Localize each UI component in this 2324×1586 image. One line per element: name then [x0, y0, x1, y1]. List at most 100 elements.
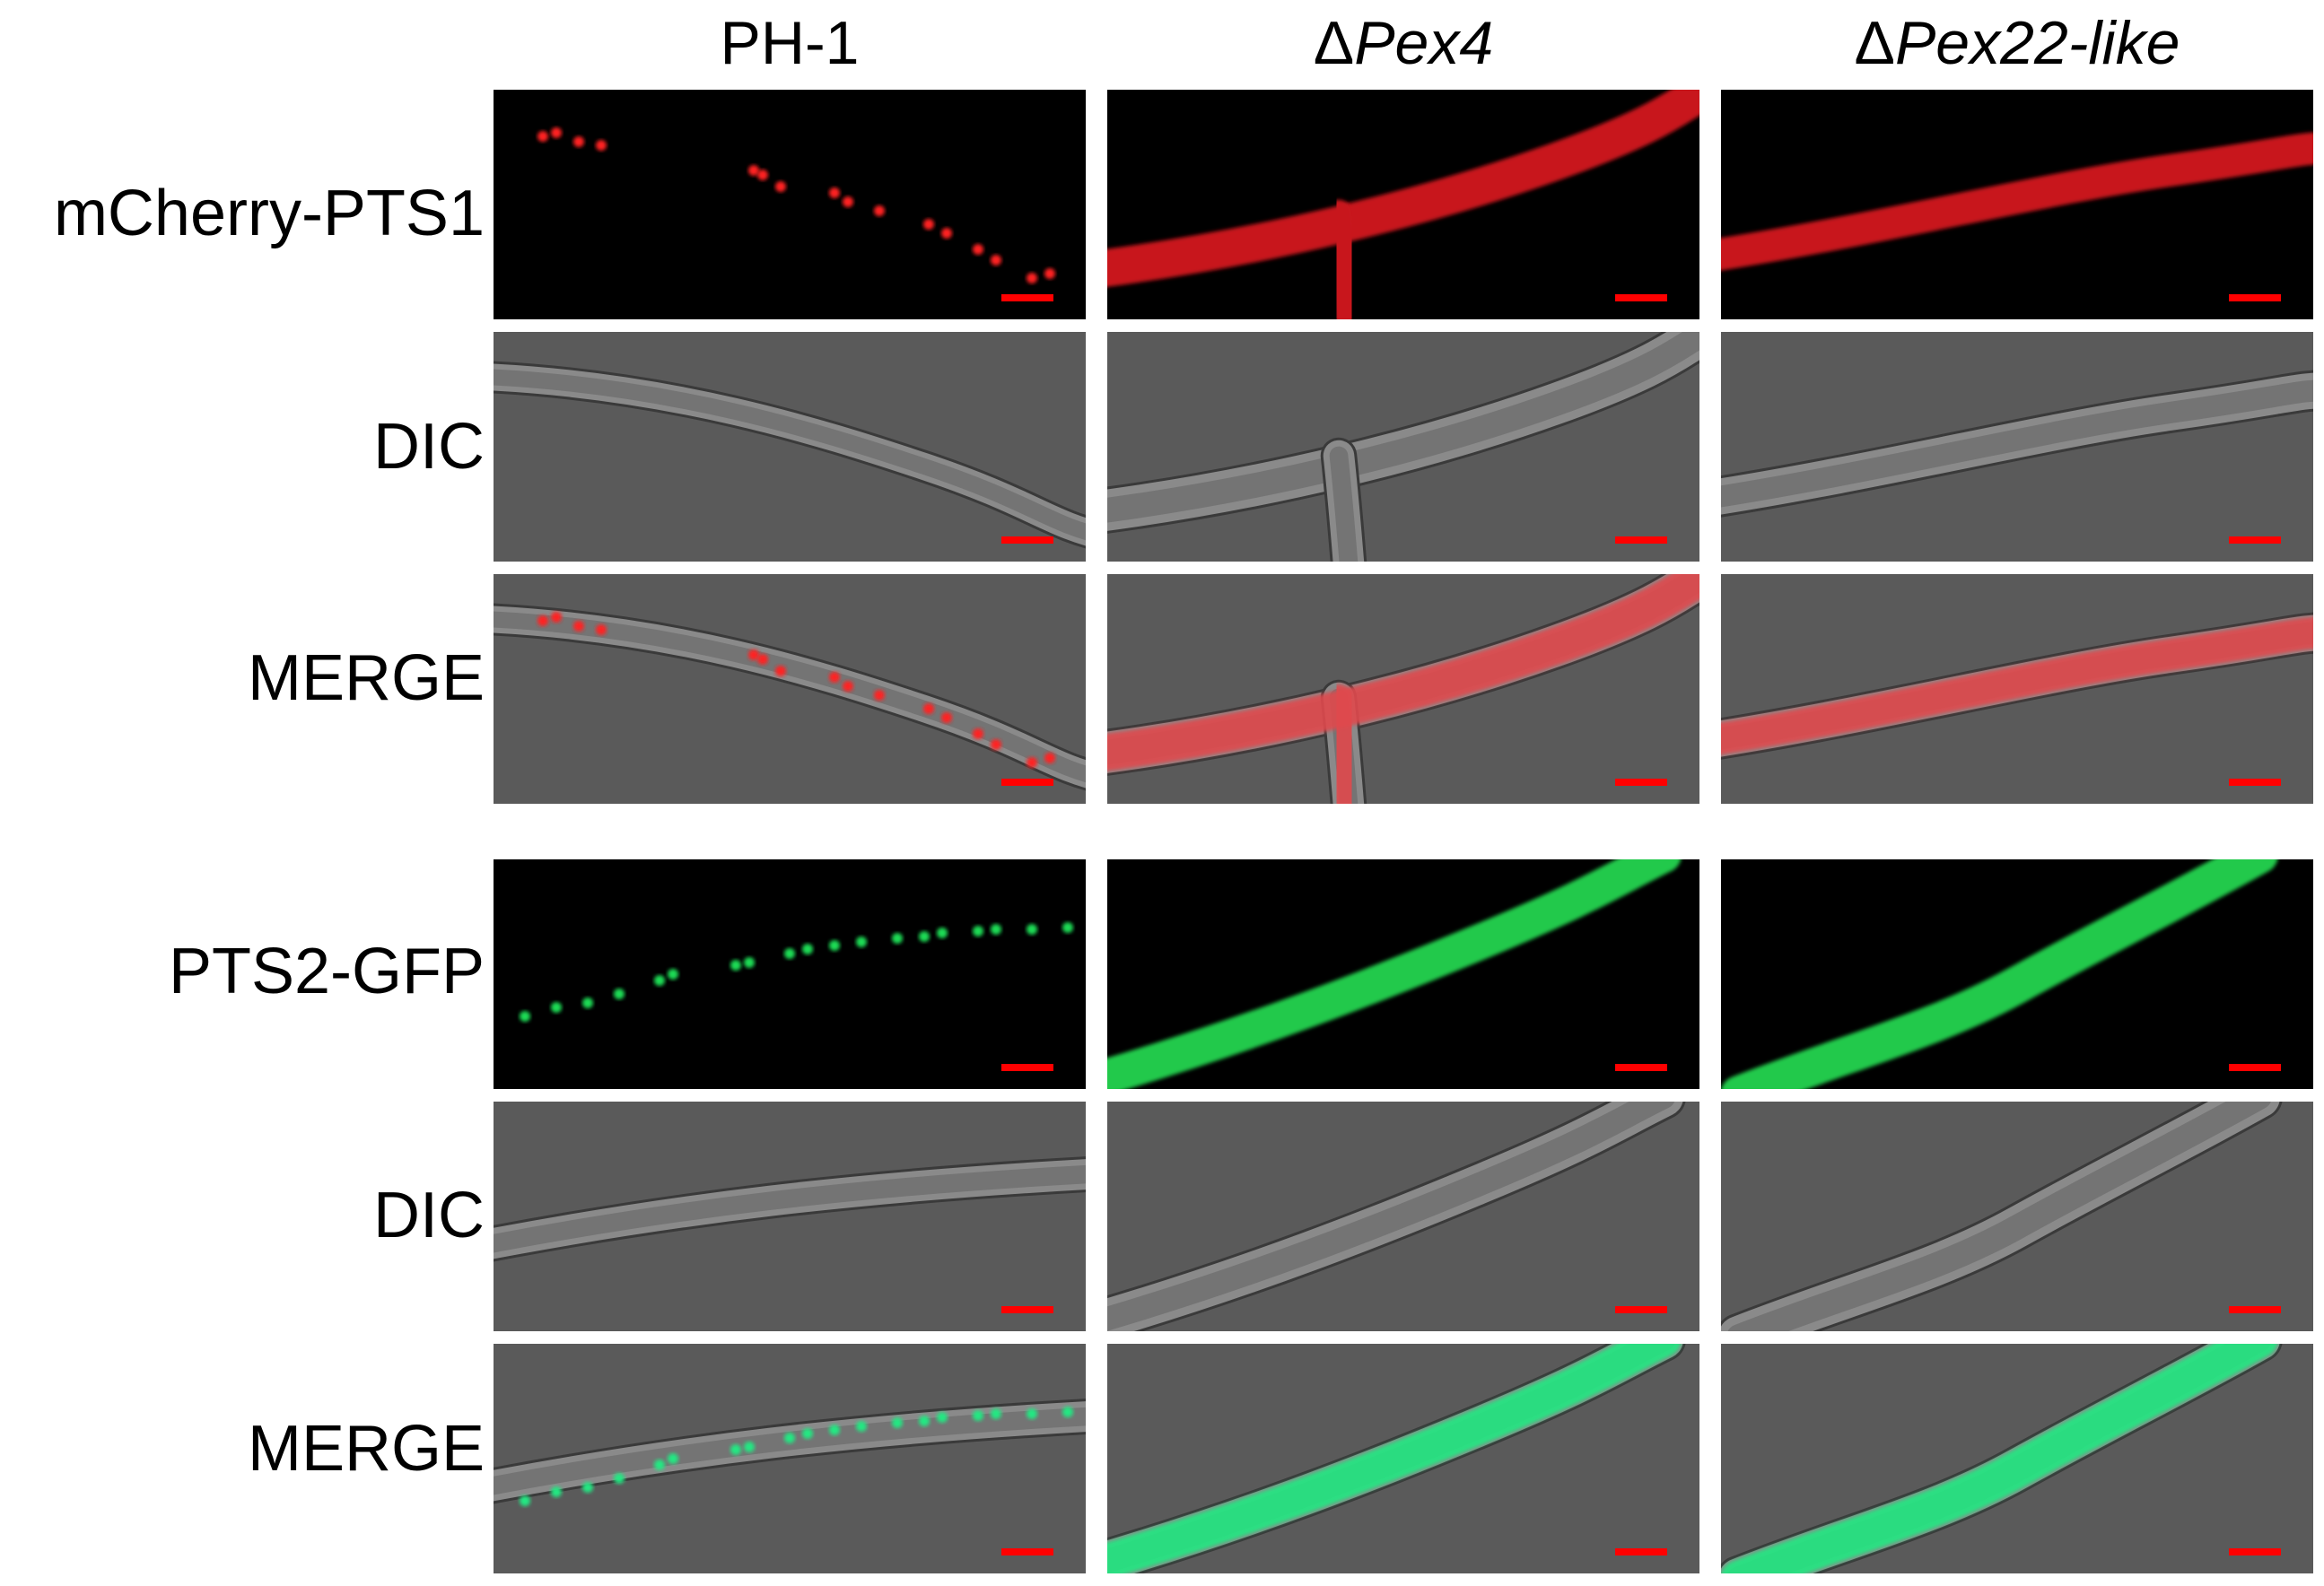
fluorescent-punctum	[802, 1428, 813, 1439]
micrograph-panel	[1107, 1102, 1699, 1331]
fluorescent-punctum	[892, 933, 903, 944]
fluorescent-punctum	[582, 1482, 593, 1493]
row-label-merge-2: MERGE	[247, 1413, 485, 1485]
fluorescent-punctum	[973, 728, 983, 739]
fluorescent-punctum	[829, 1425, 840, 1435]
fluorescent-punctum	[744, 957, 755, 968]
scale-bar	[2229, 1548, 2281, 1556]
diffuse-fluorescence	[1721, 616, 2313, 755]
column-header-name: PH-1	[720, 9, 860, 77]
fluorescent-punctum	[582, 998, 593, 1008]
panel-svg-r1-c1	[1107, 332, 1699, 562]
diffuse-fluorescence	[1107, 1344, 1682, 1573]
scale-bar	[1001, 1064, 1053, 1071]
scale-bar	[2229, 779, 2281, 786]
fluorescent-punctum	[1044, 753, 1055, 763]
fluorescent-punctum	[941, 712, 952, 723]
fluorescent-punctum	[923, 219, 934, 230]
hypha-inner	[1107, 1102, 1675, 1331]
micrograph-panel	[494, 90, 1086, 319]
micrograph-panel	[1107, 1344, 1699, 1573]
fluorescent-punctum	[973, 926, 983, 937]
scale-bar	[1001, 1306, 1053, 1313]
fluorescent-punctum	[829, 187, 840, 198]
fluorescent-punctum	[874, 205, 885, 216]
fluorescent-punctum	[1027, 924, 1037, 935]
hypha-inner	[1727, 1102, 2271, 1331]
fluorescent-punctum	[551, 612, 562, 623]
fluorescent-punctum	[941, 228, 952, 239]
fluorescent-punctum	[614, 1473, 625, 1484]
fluorescent-punctum	[551, 1486, 562, 1497]
scale-bar	[1001, 1548, 1053, 1556]
fluorescent-punctum	[537, 615, 548, 626]
micrograph-panel	[1107, 90, 1699, 319]
fluorescent-punctum	[654, 1460, 665, 1470]
micrograph-panel	[494, 1344, 1086, 1573]
micrograph-panel	[1721, 90, 2313, 319]
micrograph-panel	[494, 1102, 1086, 1331]
fluorescent-punctum	[775, 666, 786, 676]
hypha-inner	[1107, 332, 1699, 523]
fluorescent-punctum	[991, 739, 1001, 750]
micrograph-panel	[1107, 859, 1699, 1089]
fluorescent-punctum	[537, 131, 548, 142]
fluorescent-punctum	[923, 703, 934, 714]
scale-bar	[1615, 779, 1667, 786]
fluorescent-punctum	[551, 127, 562, 138]
fluorescent-punctum	[520, 1011, 530, 1022]
micrograph-panel	[1721, 1102, 2313, 1331]
diffuse-fluorescence	[1721, 1344, 2278, 1573]
fluorescent-punctum	[1027, 1408, 1037, 1419]
micrograph-panel	[1721, 332, 2313, 562]
fluorescent-punctum	[991, 924, 1001, 935]
micrograph-panel	[494, 859, 1086, 1089]
scale-bar	[1615, 294, 1667, 301]
panel-svg-r5-c2	[1721, 1344, 2313, 1573]
fluorescent-punctum	[829, 940, 840, 951]
scale-bar	[1615, 1064, 1667, 1071]
micrograph-panel	[1107, 332, 1699, 562]
column-header-name: Pex22-like	[1894, 9, 2180, 77]
fluorescent-punctum	[856, 1421, 867, 1432]
panel-svg-r4-c1	[1107, 1102, 1699, 1331]
micrograph-panel	[494, 574, 1086, 804]
fluorescent-punctum	[668, 1453, 678, 1464]
diffuse-fluorescence	[1107, 574, 1699, 771]
panel-svg-r2-c1	[1107, 574, 1699, 804]
row-label-merge-1: MERGE	[247, 642, 485, 714]
scale-bar	[2229, 294, 2281, 301]
micrograph-panel	[1721, 859, 2313, 1089]
column-header-pex4: ΔPex4	[1107, 7, 1699, 79]
panel-svg-r1-c0	[494, 332, 1086, 562]
diffuse-fluorescence	[1721, 859, 2278, 1089]
micrograph-panel	[1721, 1344, 2313, 1573]
fluorescent-punctum	[775, 181, 786, 192]
fluorescent-punctum	[856, 937, 867, 947]
fluorescent-punctum	[1027, 757, 1037, 768]
panel-svg-r3-c2	[1721, 859, 2313, 1089]
fluorescent-punctum	[919, 931, 930, 942]
hypha-inner	[1721, 379, 2313, 508]
fluorescent-punctum	[757, 170, 768, 180]
fluorescent-punctum	[1062, 922, 1073, 933]
scale-bar	[1615, 1306, 1667, 1313]
scale-bar	[1001, 536, 1053, 544]
diffuse-fluorescence	[1324, 684, 1363, 804]
scale-bar	[1001, 294, 1053, 301]
fluorescent-punctum	[843, 196, 853, 207]
panel-svg-r3-c1	[1107, 859, 1699, 1089]
micrograph-panel	[1107, 574, 1699, 804]
row-label-mcherry-pts1: mCherry-PTS1	[53, 178, 485, 249]
fluorescent-punctum	[973, 244, 983, 255]
row-label-dic-2: DIC	[373, 1180, 485, 1251]
panel-svg-r0-c0	[494, 90, 1086, 319]
panel-svg-r2-c0	[494, 574, 1086, 804]
panel-background	[494, 859, 1086, 1089]
fluorescent-punctum	[973, 1410, 983, 1421]
scale-bar	[1615, 536, 1667, 544]
scale-bar	[1615, 1548, 1667, 1556]
panel-svg-r0-c1	[1107, 90, 1699, 319]
fluorescent-punctum	[784, 1433, 795, 1443]
fluorescent-punctum	[892, 1417, 903, 1428]
